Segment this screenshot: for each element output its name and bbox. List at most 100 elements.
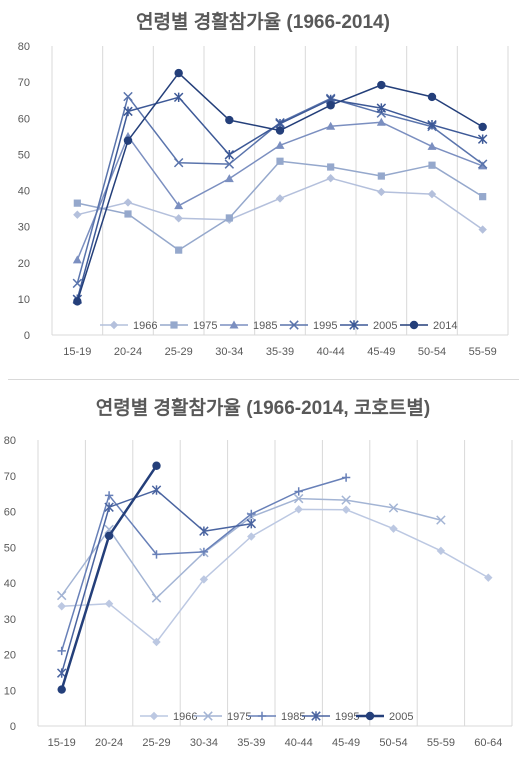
- data-point: [104, 599, 114, 608]
- data-point: [436, 515, 446, 525]
- data-point: [224, 174, 234, 183]
- data-point: [225, 214, 233, 222]
- data-point: [57, 646, 66, 656]
- y-tick-label: 0: [10, 721, 16, 733]
- chart-2-title: 연령별 경활참가율 (1966-2014, 코호트별): [96, 397, 430, 419]
- data-point: [174, 214, 183, 223]
- chart-divider: [8, 379, 519, 380]
- data-point: [484, 573, 493, 582]
- y-tick-label: 40: [18, 186, 30, 198]
- series-1985: [72, 117, 488, 264]
- legend-marker: [229, 320, 239, 329]
- legend-item-2005: 2005: [356, 711, 413, 723]
- data-point: [294, 505, 303, 514]
- legend-label: 1966: [133, 320, 157, 332]
- x-tick-label: 30-34: [190, 737, 218, 749]
- data-point: [199, 526, 209, 536]
- series-1995: [56, 485, 257, 678]
- data-point: [377, 172, 385, 180]
- legend-item-1985: 1985: [248, 711, 305, 723]
- data-point: [376, 117, 386, 126]
- data-point: [73, 199, 81, 207]
- data-point: [123, 106, 133, 117]
- data-point: [376, 103, 387, 113]
- y-tick-label: 30: [4, 614, 16, 626]
- legend-label: 1995: [335, 711, 359, 723]
- data-point: [275, 194, 285, 203]
- data-point: [477, 159, 488, 169]
- x-tick-label: 20-24: [95, 737, 123, 749]
- legend-item-2005: 2005: [340, 320, 397, 332]
- data-point: [275, 140, 285, 149]
- data-point: [478, 225, 487, 234]
- chart-1-title: 연령별 경활참가율 (1966-2014): [136, 11, 390, 33]
- legend-label: 1985: [253, 320, 277, 332]
- x-tick-label: 35-39: [266, 346, 294, 358]
- data-point: [341, 495, 351, 505]
- series-2005: [72, 92, 488, 304]
- legend-marker: [149, 711, 159, 721]
- data-point: [389, 524, 398, 533]
- legend-item-1975: 1975: [194, 711, 251, 723]
- data-point: [123, 198, 133, 207]
- data-point: [173, 92, 184, 103]
- legend-label: 1985: [281, 711, 305, 723]
- y-tick-label: 10: [18, 294, 30, 306]
- data-point: [224, 159, 235, 169]
- data-point: [57, 685, 66, 694]
- x-tick-label: 35-39: [237, 737, 265, 749]
- x-tick-label: 45-49: [367, 346, 395, 358]
- data-point: [479, 193, 487, 201]
- legend-marker: [203, 711, 213, 721]
- data-point: [428, 161, 436, 169]
- x-tick-label: 20-24: [114, 346, 142, 358]
- data-point: [104, 491, 114, 500]
- x-tick-label: 55-59: [427, 737, 455, 749]
- series-1985: [57, 473, 351, 656]
- data-point: [341, 505, 351, 514]
- legend-marker: [289, 320, 299, 330]
- data-point: [56, 668, 67, 678]
- y-tick-label: 0: [24, 330, 30, 342]
- data-point: [72, 255, 82, 264]
- y-tick-label: 10: [4, 685, 16, 697]
- legend-label: 1975: [193, 320, 217, 332]
- data-point: [478, 122, 487, 132]
- y-tick-label: 80: [18, 41, 30, 53]
- legend-label: 1975: [227, 711, 251, 723]
- legend-label: 2005: [373, 320, 397, 332]
- data-point: [174, 201, 184, 210]
- legend-item-1985: 1985: [220, 320, 277, 332]
- legend-item-1995: 1995: [280, 320, 337, 332]
- data-point: [326, 121, 336, 130]
- data-point: [247, 532, 256, 541]
- y-tick-label: 70: [4, 471, 16, 483]
- data-point: [199, 547, 209, 557]
- legend-marker: [409, 320, 419, 330]
- legend-item-1966: 1966: [100, 320, 157, 332]
- data-point: [123, 91, 133, 102]
- data-point: [152, 461, 161, 470]
- series-2005: [57, 461, 161, 694]
- data-point: [247, 509, 256, 519]
- legend-item-1975: 1975: [160, 320, 217, 332]
- y-tick-label: 20: [4, 650, 16, 662]
- data-point: [225, 115, 234, 125]
- chart-2: 연령별 경활참가율 (1966-2014, 코호트별) 0 10 20 30 40 50 6…: [4, 397, 513, 749]
- data-point: [477, 134, 488, 144]
- x-tick-label: 25-29: [142, 737, 170, 749]
- legend-marker: [109, 320, 119, 330]
- data-point: [293, 493, 304, 504]
- data-point: [104, 531, 114, 541]
- data-point: [427, 189, 437, 199]
- x-tick-label: 45-49: [332, 737, 360, 749]
- data-point: [57, 602, 66, 611]
- y-tick-label: 60: [18, 113, 30, 125]
- x-tick-label: 60-64: [474, 737, 502, 749]
- data-point: [326, 101, 335, 110]
- data-point: [341, 473, 351, 482]
- data-point: [436, 546, 446, 556]
- y-tick-label: 30: [18, 222, 30, 234]
- data-point: [73, 297, 82, 306]
- legend-marker: [257, 711, 267, 721]
